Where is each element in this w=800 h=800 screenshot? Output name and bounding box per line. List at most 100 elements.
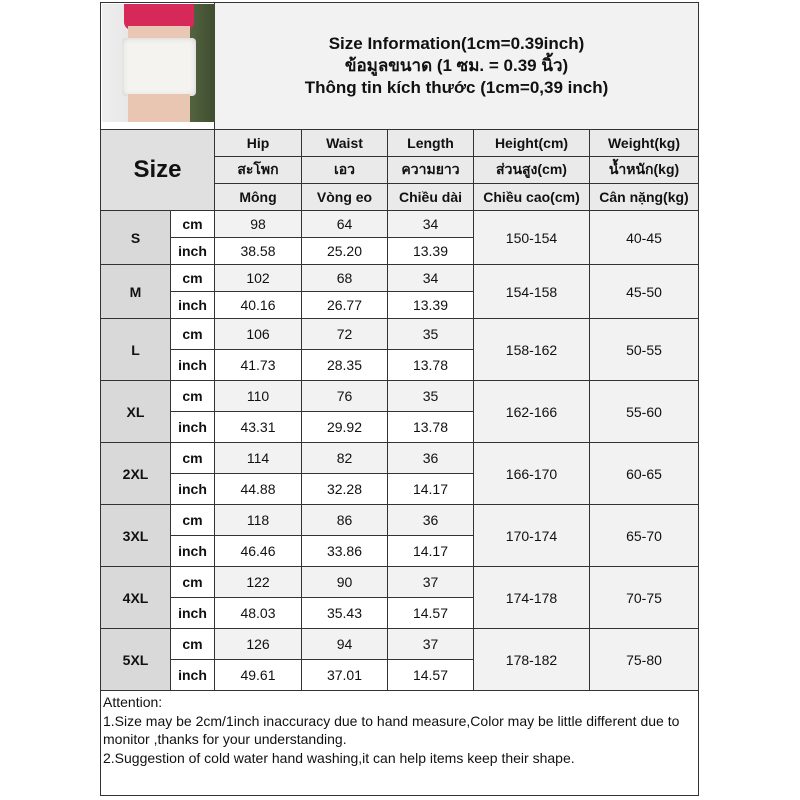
table-row-4XL-cm: 4XL cm 122 90 37 174-178 70-75 [100, 566, 699, 629]
title-vietnamese: Thông tin kích thước (1cm=0,39 inch) [304, 78, 609, 97]
table-row-3XL-cm: 3XL cm 118 86 36 170-174 65-70 [100, 504, 699, 567]
note-line-1: 1.Size may be 2cm/1inch inaccuracy due t… [103, 712, 680, 748]
measurement-cell: 28.35 [301, 349, 388, 381]
unit-label: inch [170, 349, 215, 381]
unit-label: cm [170, 442, 215, 474]
measurement-cell: 13.39 [387, 237, 474, 265]
measurement-cell: 82 [301, 442, 388, 474]
table-row-S-inch: inch 38.58 25.20 13.39 [101, 237, 699, 265]
measurement-cell: 32.28 [301, 473, 388, 505]
table-row-5XL-inch: inch 49.61 37.01 14.57 [101, 659, 699, 691]
unit-label: cm [170, 318, 215, 350]
title-thai: ข้อมูลขนาด (1 ซม. = 0.39 นิ้ว) [344, 56, 569, 75]
measurement-cell: 34 [387, 210, 474, 238]
table-row-3XL-inch: inch 46.46 33.86 14.17 [101, 535, 699, 567]
measurement-cell: 102 [214, 264, 302, 292]
measurement-cell: 35.43 [301, 597, 388, 629]
measurement-cell: 13.78 [387, 411, 474, 443]
unit-label: inch [170, 659, 215, 691]
weight-range-cell: 50-55 [589, 318, 699, 381]
measurement-cell: 126 [214, 628, 302, 660]
note-line-2: 2.Suggestion of cold water hand washing,… [103, 749, 575, 766]
measurement-cell: 46.46 [214, 535, 302, 567]
unit-label: inch [170, 237, 215, 265]
measurement-cell: 48.03 [214, 597, 302, 629]
unit-label: cm [170, 566, 215, 598]
column-header-vi: Chiều dài [387, 183, 474, 211]
product-photo-cell [100, 2, 215, 130]
column-header-th: ส่วนสูง(cm) [473, 156, 590, 184]
measurement-cell: 90 [301, 566, 388, 598]
measurement-cell: 37.01 [301, 659, 388, 691]
measurement-cell: 118 [214, 504, 302, 536]
attention-notes: Attention: 1.Size may be 2cm/1inch inaccu… [100, 690, 699, 796]
measurement-cell: 64 [301, 210, 388, 238]
title-cell: Size Information(1cm=0.39inch) ข้อมูลขนา… [214, 2, 699, 130]
column-header-vi: Chiều cao(cm) [473, 183, 590, 211]
weight-range-cell: 75-80 [589, 628, 699, 691]
size-label: 3XL [100, 504, 171, 567]
measurement-cell: 34 [387, 264, 474, 292]
measurement-cell: 35 [387, 380, 474, 412]
measurement-cell: 35 [387, 318, 474, 350]
size-label: XL [100, 380, 171, 443]
column-header-th: น้ำหนัก(kg) [589, 156, 699, 184]
unit-label: inch [170, 473, 215, 505]
measurement-cell: 68 [301, 264, 388, 292]
unit-label: cm [170, 264, 215, 292]
column-header-en: Waist [301, 129, 388, 157]
measurement-cell: 26.77 [301, 291, 388, 319]
weight-range-cell: 55-60 [589, 380, 699, 443]
size-label: 4XL [100, 566, 171, 629]
weight-range-cell: 65-70 [589, 504, 699, 567]
table-row-2XL-inch: inch 44.88 32.28 14.17 [101, 473, 699, 505]
column-header-th: สะโพก [214, 156, 302, 184]
size-label: L [100, 318, 171, 381]
unit-label: cm [170, 628, 215, 660]
title-english: Size Information(1cm=0.39inch) [328, 34, 585, 53]
unit-label: inch [170, 291, 215, 319]
weight-range-cell: 40-45 [589, 210, 699, 265]
measurement-cell: 44.88 [214, 473, 302, 505]
measurement-cell: 14.57 [387, 659, 474, 691]
table-row-2XL-cm: 2XL cm 114 82 36 166-170 60-65 [100, 442, 699, 505]
measurement-cell: 14.57 [387, 597, 474, 629]
measurement-cell: 122 [214, 566, 302, 598]
measurement-cell: 86 [301, 504, 388, 536]
table-row-XL-cm: XL cm 110 76 35 162-166 55-60 [100, 380, 699, 443]
table-row-4XL-inch: inch 48.03 35.43 14.57 [101, 597, 699, 629]
weight-range-cell: 70-75 [589, 566, 699, 629]
measurement-cell: 13.39 [387, 291, 474, 319]
height-range-cell: 166-170 [473, 442, 590, 505]
measurement-cell: 37 [387, 566, 474, 598]
measurement-cell: 36 [387, 442, 474, 474]
table-row-5XL-cm: 5XL cm 126 94 37 178-182 75-80 [100, 628, 699, 691]
measurement-cell: 33.86 [301, 535, 388, 567]
measurement-cell: 29.92 [301, 411, 388, 443]
size-chart-table: Size Information(1cm=0.39inch) ข้อมูลขนา… [100, 2, 699, 796]
table-row-L-inch: inch 41.73 28.35 13.78 [101, 349, 699, 381]
column-header-th: เอว [301, 156, 388, 184]
table-row-M-inch: inch 40.16 26.77 13.39 [101, 291, 699, 319]
weight-range-cell: 45-50 [589, 264, 699, 319]
size-label: M [100, 264, 171, 319]
measurement-cell: 106 [214, 318, 302, 350]
measurement-cell: 110 [214, 380, 302, 412]
unit-label: inch [170, 411, 215, 443]
column-header-en: Weight(kg) [589, 129, 699, 157]
product-photo [102, 4, 215, 122]
height-range-cell: 150-154 [473, 210, 590, 265]
height-range-cell: 178-182 [473, 628, 590, 691]
unit-label: cm [170, 380, 215, 412]
column-header-en: Length [387, 129, 474, 157]
height-range-cell: 170-174 [473, 504, 590, 567]
measurement-cell: 36 [387, 504, 474, 536]
measurement-cell: 37 [387, 628, 474, 660]
table-row-XL-inch: inch 43.31 29.92 13.78 [101, 411, 699, 443]
measurement-cell: 14.17 [387, 473, 474, 505]
weight-range-cell: 60-65 [589, 442, 699, 505]
size-label: 2XL [100, 442, 171, 505]
